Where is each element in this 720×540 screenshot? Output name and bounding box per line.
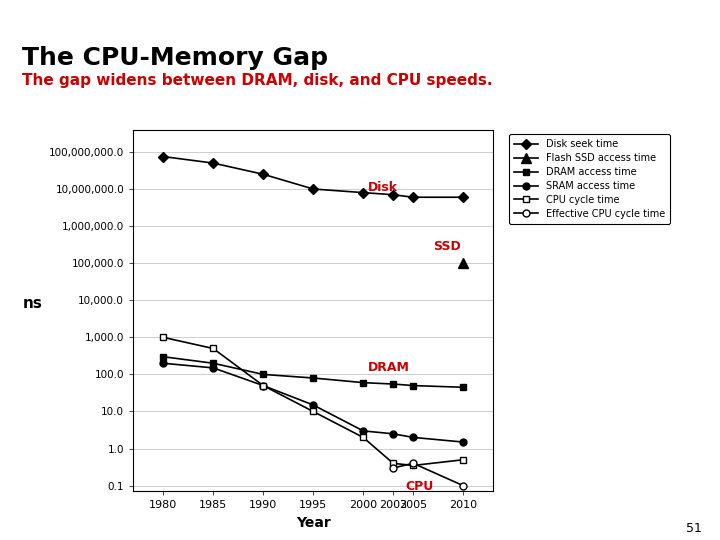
SRAM access time [209, 364, 217, 371]
CPU cycle time [359, 434, 367, 441]
CPU cycle time [389, 460, 397, 467]
CPU cycle time [409, 462, 418, 469]
Disk seek time [409, 194, 418, 200]
DRAM access time [259, 371, 268, 377]
Disk seek time [389, 192, 397, 198]
Text: The CPU-Memory Gap: The CPU-Memory Gap [22, 46, 328, 70]
Effective CPU cycle time [409, 460, 418, 467]
DRAM access time [409, 382, 418, 389]
Disk seek time [309, 186, 318, 192]
CPU cycle time [159, 334, 168, 341]
DRAM access time [159, 354, 168, 360]
DRAM access time [389, 381, 397, 387]
Text: 51: 51 [686, 522, 702, 535]
Effective CPU cycle time [459, 482, 467, 489]
DRAM access time [209, 360, 217, 367]
Line: DRAM access time: DRAM access time [160, 353, 467, 391]
Line: Disk seek time: Disk seek time [160, 153, 467, 201]
Line: CPU cycle time: CPU cycle time [160, 334, 467, 469]
Y-axis label: ns: ns [22, 295, 42, 310]
Disk seek time [209, 160, 217, 166]
SRAM access time [359, 428, 367, 434]
Legend: Disk seek time, Flash SSD access time, DRAM access time, SRAM access time, CPU c: Disk seek time, Flash SSD access time, D… [509, 134, 670, 224]
DRAM access time [459, 384, 467, 390]
SRAM access time [309, 402, 318, 408]
DRAM access time [359, 380, 367, 386]
CPU cycle time [259, 382, 268, 389]
DRAM access time [309, 375, 318, 381]
CPU cycle time [309, 408, 318, 415]
Text: DRAM: DRAM [368, 361, 410, 374]
Text: CPU: CPU [405, 480, 433, 492]
CPU cycle time [209, 345, 217, 352]
SRAM access time [259, 382, 268, 389]
Effective CPU cycle time [389, 465, 397, 471]
CPU cycle time [459, 456, 467, 463]
Disk seek time [159, 153, 168, 160]
X-axis label: Year: Year [296, 516, 330, 530]
Disk seek time [259, 171, 268, 178]
Disk seek time [459, 194, 467, 200]
SRAM access time [159, 360, 168, 367]
Line: Effective CPU cycle time: Effective CPU cycle time [390, 460, 467, 489]
Text: Disk: Disk [368, 181, 398, 194]
SRAM access time [409, 434, 418, 441]
Text: The gap widens between DRAM, disk, and CPU speeds.: The gap widens between DRAM, disk, and C… [22, 73, 492, 88]
Disk seek time [359, 190, 367, 196]
SRAM access time [389, 430, 397, 437]
Text: SSD: SSD [433, 240, 461, 253]
Line: SRAM access time: SRAM access time [160, 360, 467, 446]
SRAM access time [459, 439, 467, 446]
